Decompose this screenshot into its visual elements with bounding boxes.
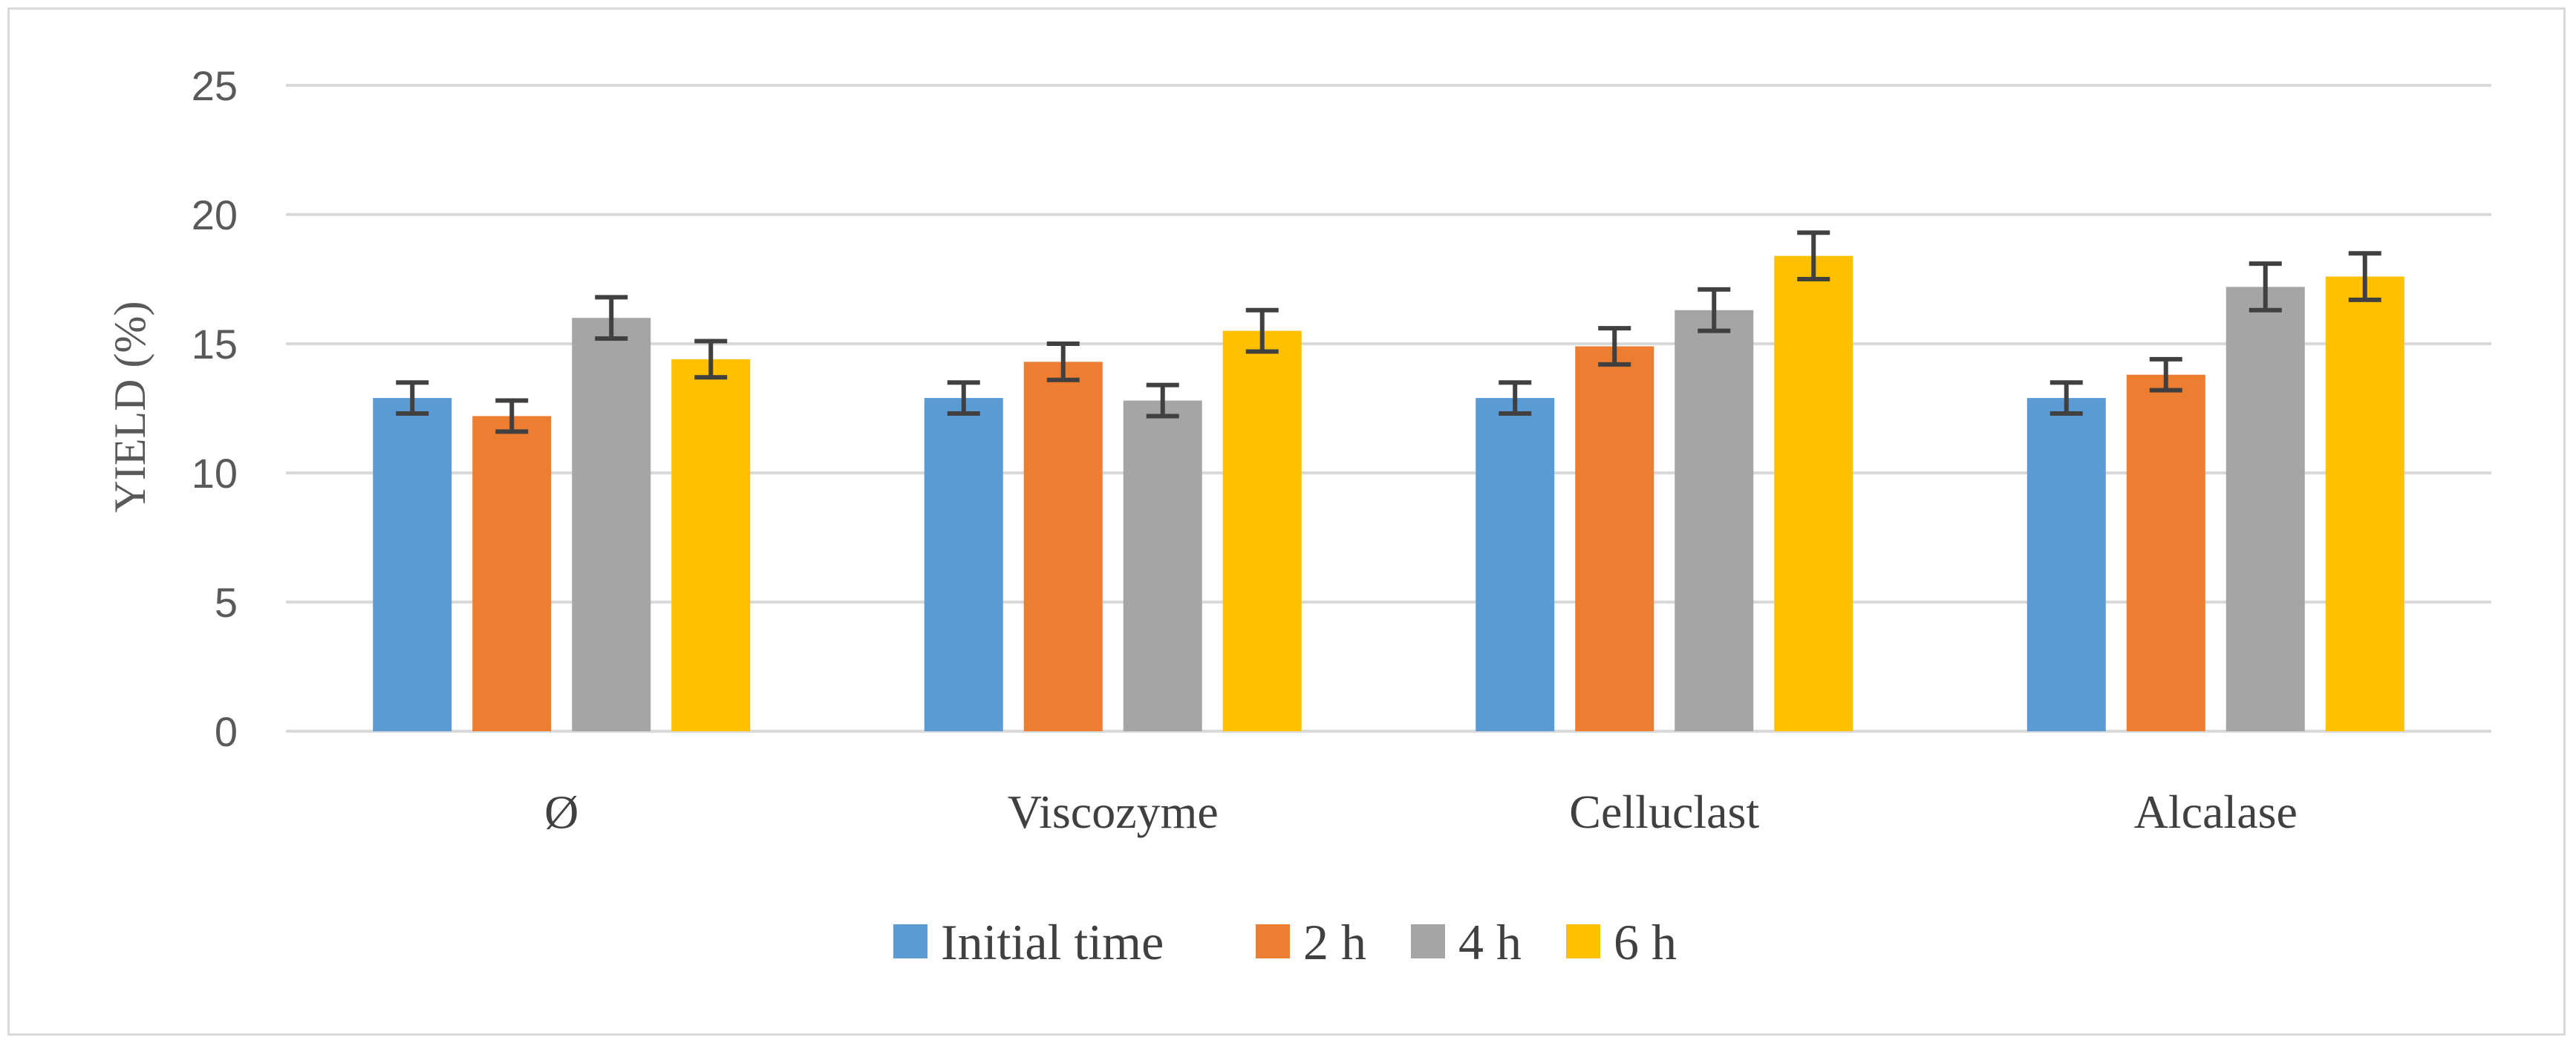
error-bar-2-3 [1797,230,1830,281]
bar-1-1 [1023,362,1103,731]
y-tick-label-25: 25 [192,62,238,109]
error-bar-2-1 [1598,326,1631,367]
error-bars-layer [396,230,2381,434]
y-tick-label-0: 0 [215,708,238,755]
bar-3-2 [2226,287,2305,731]
error-bar-1-0 [947,380,980,416]
y-axis-title: YIELD (%) [105,301,154,513]
bars-layer [373,255,2404,732]
bar-2-1 [1575,346,1654,732]
error-bar-2-2 [1698,287,1731,333]
category-label-0: Ø [544,785,578,838]
y-tick-label-15: 15 [192,321,238,367]
y-tick-label-20: 20 [192,192,238,238]
legend-label-3: 6 h [1614,914,1677,970]
error-bar-3-3 [2348,251,2381,302]
y-tick-labels: 0 5 10 15 20 25 [192,62,238,755]
legend: Initial time 2 h 4 h 6 h [893,914,1677,970]
bar-3-0 [2026,398,2106,731]
error-bar-0-3 [694,339,728,380]
error-bar-1-2 [1146,382,1179,419]
bar-2-0 [1476,398,1555,731]
bar-0-2 [572,318,651,731]
error-bar-3-0 [2050,380,2083,416]
bar-2-3 [1774,255,1853,731]
bar-3-1 [2126,374,2205,731]
error-bar-1-1 [1046,342,1080,382]
bar-0-0 [373,398,452,731]
error-bar-0-1 [495,398,529,434]
legend-swatch-3 [1566,924,1600,958]
bar-0-1 [472,416,552,731]
legend-label-1: 2 h [1303,914,1366,970]
legend-swatch-1 [1256,924,1290,958]
bar-1-3 [1222,330,1302,732]
legend-swatch-0 [893,924,927,958]
error-bar-3-1 [2149,356,2182,393]
category-label-1: Viscozyme [1008,785,1219,838]
category-labels: Ø Viscozyme Celluclast Alcalase [544,785,2298,838]
y-tick-label-5: 5 [215,579,238,626]
y-tick-label-10: 10 [192,450,238,497]
error-bar-1-3 [1245,307,1279,354]
error-bar-2-0 [1499,380,1532,416]
legend-label-0: Initial time [941,914,1164,970]
category-label-2: Celluclast [1569,785,1759,838]
error-bar-0-0 [396,380,429,416]
bar-3-3 [2325,276,2404,731]
error-bar-0-2 [595,295,628,342]
legend-swatch-2 [1411,924,1445,958]
bar-1-0 [924,398,1003,731]
grid-layer [286,84,2491,733]
category-label-3: Alcalase [2134,785,2298,838]
bar-2-2 [1675,310,1754,731]
legend-label-2: 4 h [1458,914,1522,970]
bar-1-2 [1123,400,1202,731]
error-bar-3-2 [2249,261,2282,313]
bar-0-3 [671,359,751,731]
